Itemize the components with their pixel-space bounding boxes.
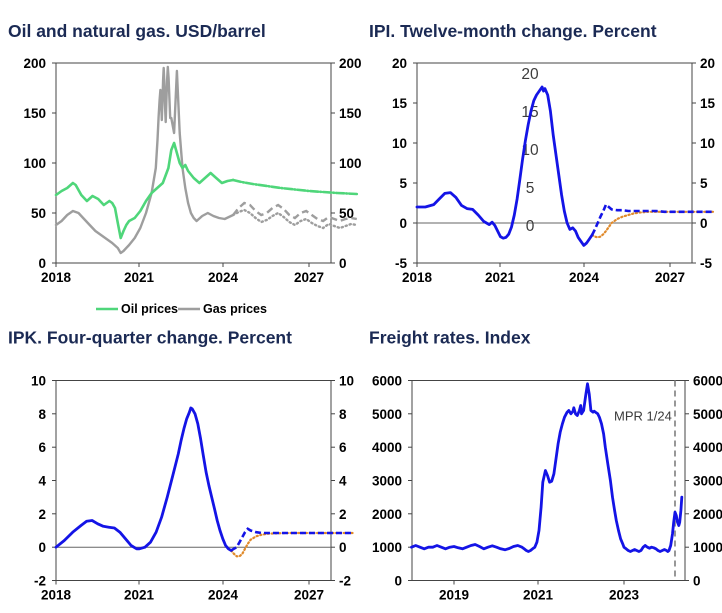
svg-text:10: 10 — [700, 136, 715, 151]
svg-text:0: 0 — [339, 540, 347, 555]
svg-text:IPI. Twelve-month change. Perc: IPI. Twelve-month change. Percent — [369, 21, 657, 41]
svg-text:10: 10 — [31, 373, 46, 388]
svg-text:2018: 2018 — [402, 270, 433, 285]
svg-text:2027: 2027 — [655, 270, 685, 285]
svg-text:2027: 2027 — [294, 270, 324, 285]
svg-text:5000: 5000 — [372, 406, 402, 421]
svg-text:150: 150 — [339, 106, 362, 121]
svg-text:2024: 2024 — [208, 270, 239, 285]
svg-text:200: 200 — [339, 56, 362, 71]
svg-text:100: 100 — [23, 156, 46, 171]
svg-text:0: 0 — [399, 216, 407, 231]
svg-text:4000: 4000 — [372, 440, 402, 455]
svg-text:2000: 2000 — [693, 506, 722, 521]
svg-text:MPR 1/24: MPR 1/24 — [614, 408, 672, 423]
svg-text:150: 150 — [23, 106, 46, 121]
svg-text:0: 0 — [38, 540, 46, 555]
svg-text:2000: 2000 — [372, 506, 402, 521]
svg-text:15: 15 — [700, 96, 716, 111]
svg-text:5: 5 — [700, 176, 708, 191]
svg-text:20: 20 — [392, 56, 407, 71]
svg-text:10: 10 — [339, 373, 354, 388]
svg-text:10: 10 — [392, 136, 407, 151]
svg-text:IPK. Four-quarter change. Perc: IPK. Four-quarter change. Percent — [8, 327, 292, 347]
svg-text:2021: 2021 — [124, 587, 155, 602]
svg-text:2021: 2021 — [124, 270, 155, 285]
svg-text:2018: 2018 — [41, 587, 72, 602]
svg-text:6: 6 — [339, 440, 347, 455]
svg-text:8: 8 — [339, 406, 347, 421]
svg-text:20: 20 — [700, 56, 715, 71]
svg-text:2021: 2021 — [485, 270, 516, 285]
svg-text:1000: 1000 — [372, 540, 402, 555]
svg-text:-5: -5 — [395, 256, 407, 271]
svg-text:8: 8 — [38, 406, 46, 421]
svg-text:0: 0 — [526, 218, 535, 235]
svg-text:15: 15 — [392, 96, 408, 111]
svg-text:2: 2 — [38, 506, 46, 521]
svg-text:6000: 6000 — [372, 373, 402, 388]
svg-text:0: 0 — [339, 256, 347, 271]
svg-text:2027: 2027 — [294, 587, 324, 602]
svg-text:2019: 2019 — [439, 587, 469, 602]
svg-text:1000: 1000 — [693, 540, 722, 555]
svg-text:5000: 5000 — [693, 406, 722, 421]
svg-text:0: 0 — [38, 256, 46, 271]
svg-text:5: 5 — [526, 180, 535, 197]
svg-text:2: 2 — [339, 506, 347, 521]
svg-text:2018: 2018 — [41, 270, 72, 285]
svg-text:2024: 2024 — [569, 270, 600, 285]
svg-text:200: 200 — [23, 56, 46, 71]
svg-text:Oil and natural gas. USD/barre: Oil and natural gas. USD/barrel — [8, 21, 266, 41]
svg-text:3000: 3000 — [372, 473, 402, 488]
svg-text:100: 100 — [339, 156, 362, 171]
svg-text:3000: 3000 — [693, 473, 722, 488]
svg-text:0: 0 — [700, 216, 708, 231]
svg-text:6: 6 — [38, 440, 46, 455]
svg-text:-2: -2 — [34, 573, 46, 588]
svg-text:2021: 2021 — [523, 587, 554, 602]
svg-text:6000: 6000 — [693, 373, 722, 388]
svg-text:0: 0 — [394, 573, 402, 588]
svg-text:-2: -2 — [339, 573, 351, 588]
svg-text:5: 5 — [399, 176, 407, 191]
svg-text:50: 50 — [31, 206, 46, 221]
svg-text:20: 20 — [521, 66, 539, 83]
svg-text:2024: 2024 — [208, 587, 239, 602]
svg-text:4: 4 — [38, 473, 46, 488]
svg-text:4000: 4000 — [693, 440, 722, 455]
svg-text:0: 0 — [693, 573, 701, 588]
svg-text:2023: 2023 — [609, 587, 640, 602]
svg-text:-5: -5 — [700, 256, 712, 271]
svg-text:4: 4 — [339, 473, 347, 488]
svg-text:Freight rates. Index: Freight rates. Index — [369, 327, 531, 347]
